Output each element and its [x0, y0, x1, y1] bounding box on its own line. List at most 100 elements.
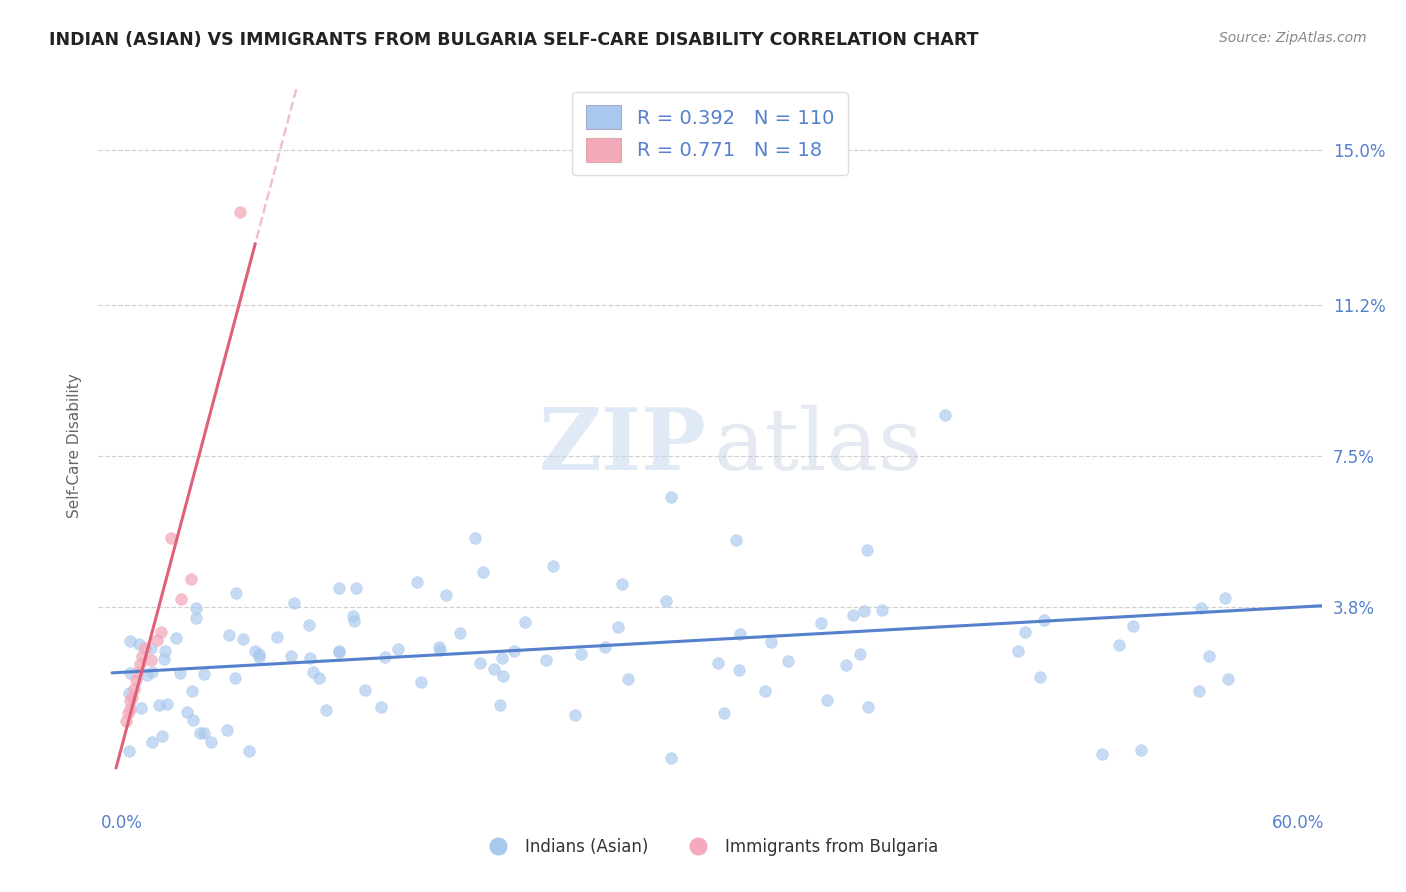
- Point: [1188, 683, 1211, 698]
- Point: [127, 665, 149, 680]
- Point: [184, 611, 207, 625]
- Point: [124, 673, 146, 688]
- Point: [1216, 672, 1239, 686]
- Point: [150, 730, 173, 744]
- Point: [344, 581, 367, 595]
- Point: [513, 615, 536, 629]
- Point: [725, 533, 748, 547]
- Point: [170, 591, 193, 606]
- Point: [266, 630, 288, 644]
- Point: [141, 665, 163, 679]
- Point: [299, 651, 322, 665]
- Point: [141, 653, 163, 667]
- Point: [188, 726, 211, 740]
- Point: [810, 615, 832, 630]
- Point: [370, 699, 392, 714]
- Y-axis label: Self-Care Disability: Self-Care Disability: [66, 374, 82, 518]
- Point: [117, 706, 139, 720]
- Text: atlas: atlas: [714, 404, 922, 488]
- Point: [160, 531, 183, 545]
- Point: [180, 572, 202, 586]
- Point: [232, 632, 254, 646]
- Point: [120, 633, 142, 648]
- Point: [534, 652, 557, 666]
- Point: [593, 640, 616, 654]
- Point: [659, 751, 682, 765]
- Point: [1029, 670, 1052, 684]
- Point: [1014, 625, 1036, 640]
- Point: [328, 581, 350, 595]
- Point: [387, 641, 409, 656]
- Point: [200, 734, 222, 748]
- Point: [354, 683, 377, 698]
- Point: [315, 703, 337, 717]
- Point: [121, 690, 143, 704]
- Text: Source: ZipAtlas.com: Source: ZipAtlas.com: [1219, 31, 1367, 45]
- Point: [659, 490, 682, 504]
- Point: [298, 618, 321, 632]
- Point: [564, 707, 586, 722]
- Point: [1122, 618, 1144, 632]
- Point: [617, 672, 640, 686]
- Point: [153, 652, 176, 666]
- Point: [815, 693, 838, 707]
- Point: [118, 694, 141, 708]
- Text: ZIP: ZIP: [538, 404, 706, 488]
- Point: [224, 672, 246, 686]
- Point: [849, 648, 872, 662]
- Point: [502, 643, 524, 657]
- Point: [759, 635, 782, 649]
- Point: [328, 645, 350, 659]
- Point: [193, 725, 215, 739]
- Point: [491, 650, 513, 665]
- Point: [308, 672, 330, 686]
- Point: [870, 603, 893, 617]
- Point: [1108, 638, 1130, 652]
- Point: [181, 713, 204, 727]
- Point: [141, 735, 163, 749]
- Point: [1198, 648, 1220, 663]
- Point: [713, 706, 735, 720]
- Point: [280, 649, 302, 664]
- Point: [374, 649, 396, 664]
- Point: [148, 698, 170, 713]
- Point: [228, 204, 250, 219]
- Point: [117, 744, 139, 758]
- Point: [165, 632, 187, 646]
- Point: [491, 668, 513, 682]
- Point: [606, 619, 628, 633]
- Point: [484, 662, 506, 676]
- Point: [342, 608, 364, 623]
- Point: [155, 643, 177, 657]
- Point: [841, 608, 863, 623]
- Point: [406, 575, 429, 590]
- Point: [569, 647, 592, 661]
- Point: [180, 683, 202, 698]
- Point: [1007, 644, 1029, 658]
- Point: [429, 643, 451, 657]
- Point: [1091, 747, 1114, 761]
- Point: [128, 657, 150, 672]
- Point: [156, 697, 179, 711]
- Point: [169, 666, 191, 681]
- Point: [728, 627, 751, 641]
- Point: [218, 628, 240, 642]
- Point: [934, 409, 956, 423]
- Point: [470, 656, 492, 670]
- Point: [225, 586, 247, 600]
- Point: [184, 600, 207, 615]
- Point: [434, 589, 457, 603]
- Point: [655, 594, 678, 608]
- Point: [176, 705, 198, 719]
- Point: [1189, 601, 1212, 615]
- Point: [122, 681, 145, 696]
- Point: [129, 700, 152, 714]
- Point: [245, 644, 267, 658]
- Point: [464, 531, 486, 545]
- Point: [1130, 743, 1153, 757]
- Point: [131, 648, 153, 663]
- Point: [856, 543, 879, 558]
- Point: [139, 641, 162, 656]
- Point: [301, 665, 323, 680]
- Point: [754, 683, 776, 698]
